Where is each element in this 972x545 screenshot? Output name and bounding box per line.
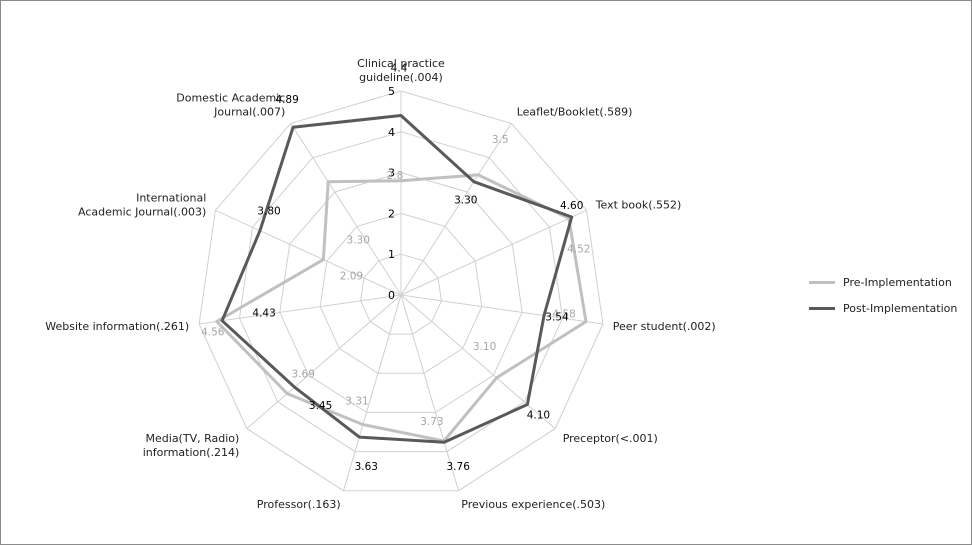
grid-spoke (343, 294, 402, 491)
data-label-pre: 4.52 (567, 243, 590, 255)
grid-ring (360, 253, 442, 335)
data-label-pre: 4.58 (552, 309, 575, 321)
axis-label: information(.214) (143, 446, 240, 459)
grid-ring (198, 90, 604, 492)
axis-label: Domestic Academic (176, 92, 285, 105)
axis-label: Peer student(.002) (613, 320, 716, 333)
series-line-post (220, 114, 574, 444)
data-label-pre: 4.56 (201, 327, 225, 339)
tick-label: 2 (388, 207, 395, 220)
grid-spoke (290, 123, 402, 296)
data-label-pre: 3.69 (292, 369, 315, 381)
data-label-post: 4.89 (275, 94, 298, 106)
data-label-pre: 2.8 (387, 170, 404, 182)
grid-spoke (400, 294, 603, 325)
data-label-post: 3.76 (447, 461, 471, 473)
radar-series (215, 114, 588, 444)
radar-labels: 0 1 2 3 4 5 2.8 3.5 4.52 4.58 3.10 3.73 3.31 3.69 4.56… (45, 57, 715, 511)
data-label-pre: 2.09 (340, 271, 363, 283)
tick-label: 5 (388, 85, 395, 98)
data-label-post: 3.54 (545, 312, 569, 324)
axis-label: Previous experience(.503) (461, 498, 605, 511)
axis-label: Media(TV, Radio) (146, 432, 240, 445)
data-label-pre: 3.31 (345, 396, 368, 408)
radar-grid (198, 90, 604, 492)
data-label-post: 3.30 (454, 195, 477, 207)
axis-label: Academic Journal(.003) (78, 205, 206, 218)
axis-label: guideline(.004) (359, 71, 443, 84)
axis-label: Clinical practice (357, 57, 445, 70)
grid-spoke (199, 294, 402, 325)
data-label-pre: 3.5 (492, 134, 509, 146)
data-label-pre: 3.73 (420, 416, 443, 428)
data-label-post: 3.80 (257, 206, 280, 218)
tick-label: 4 (388, 126, 395, 139)
grid-spoke (400, 209, 587, 296)
data-label-pre: 3.30 (347, 235, 370, 247)
data-label-post: 4.43 (252, 308, 275, 320)
axis-label: Preceptor(<.001) (563, 432, 658, 445)
grid-spoke (215, 209, 402, 296)
grid-ring (279, 172, 523, 413)
grid-spoke (400, 294, 556, 429)
grid-ring (238, 131, 564, 453)
legend: Pre-Implementation Post-Implementation (809, 269, 957, 321)
legend-swatch-post (809, 306, 835, 310)
axis-label: Journal(.007) (213, 106, 285, 119)
axis-label: Website information(.261) (45, 320, 189, 333)
grid-spoke (246, 294, 402, 429)
grid-spoke (400, 294, 459, 491)
tick-label: 3 (388, 167, 395, 180)
axis-label: International (136, 191, 206, 204)
data-label-post: 4.60 (560, 200, 583, 212)
tick-label: 1 (388, 248, 395, 261)
axis-label: Text book(.552) (595, 198, 682, 211)
grid-ring (319, 212, 483, 374)
legend-item-post: Post-Implementation (809, 295, 957, 321)
data-label-post: 3.63 (355, 461, 378, 473)
axis-label: Professor(.163) (257, 498, 341, 511)
legend-label-post: Post-Implementation (843, 301, 958, 315)
data-label-post: 4.4 (391, 63, 408, 75)
legend-item-pre: Pre-Implementation (809, 269, 957, 295)
tick-label: 0 (388, 289, 395, 302)
legend-swatch-pre (809, 280, 835, 284)
legend-label-pre: Pre-Implementation (843, 275, 952, 289)
data-label-post: 3.45 (309, 400, 332, 412)
grid-spoke (400, 123, 512, 296)
data-label-pre: 3.10 (473, 341, 496, 353)
axis-label: Leaflet/Booklet(.589) (517, 106, 633, 119)
data-label-post: 4.10 (527, 410, 550, 422)
